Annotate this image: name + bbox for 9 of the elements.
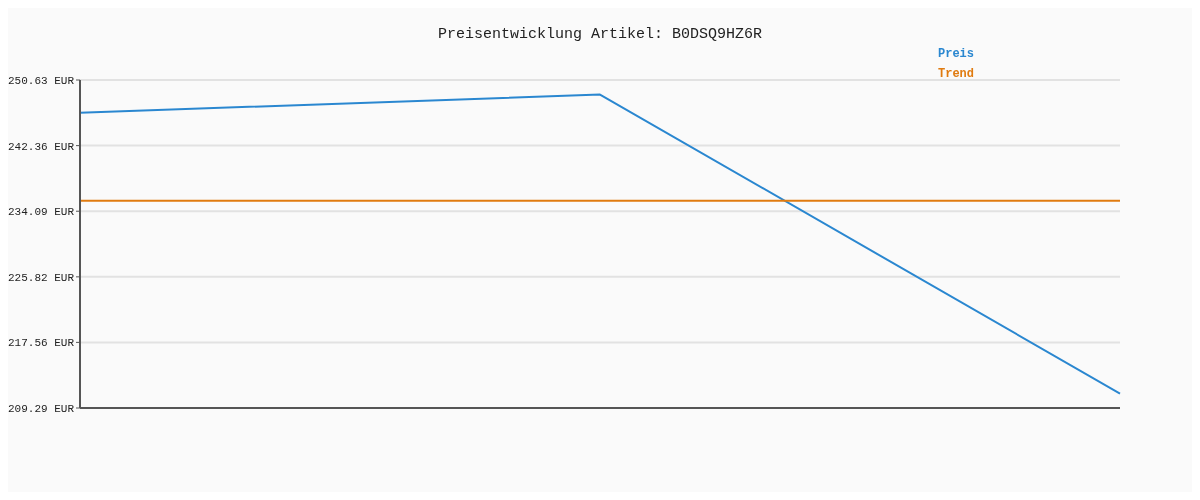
text: Trend: [938, 66, 975, 83]
text: Preis: [938, 46, 975, 63]
y-tick-label: 242.36 EUR: [7, 140, 75, 153]
y-tick-label: 234.09 EUR: [7, 206, 75, 219]
y-tick-label: 209.29 EUR: [7, 403, 75, 415]
y-tick-label: 250.63 EUR: [7, 75, 75, 87]
y-tick-label: 217.56 EUR: [7, 337, 75, 350]
y-tick-label: 225.82 EUR: [7, 271, 75, 284]
chart-title: Preisentwicklung Artikel: B0DSQ9HZ6R: [436, 26, 764, 43]
